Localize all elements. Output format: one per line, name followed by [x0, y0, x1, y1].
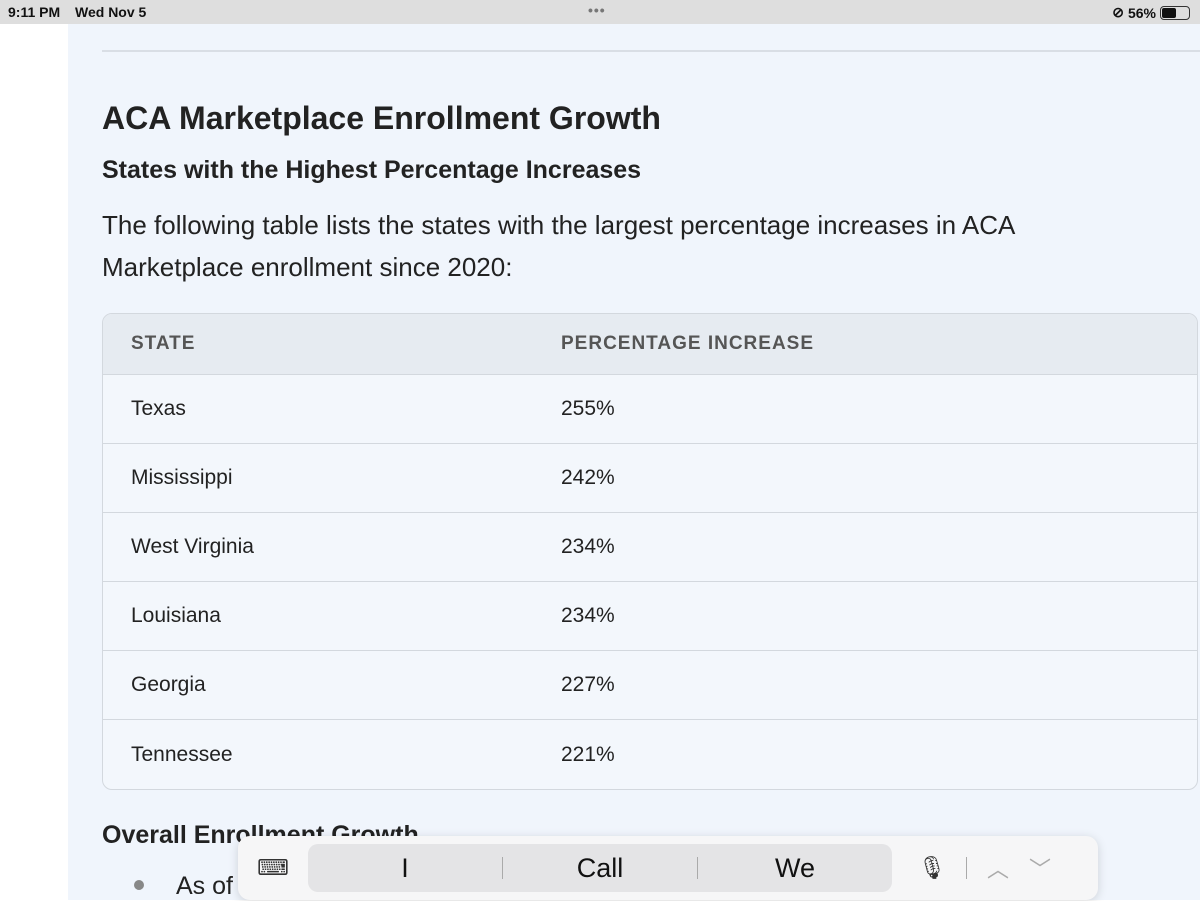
- percent-cell: 255%: [561, 397, 615, 420]
- suggestion-3[interactable]: We: [774, 852, 815, 883]
- intro-paragraph: The following table lists the states wit…: [102, 210, 1014, 282]
- suggestion-1[interactable]: I: [401, 852, 409, 883]
- keyboard-shortcut-bar: ⌨ I Call We 🎙 ︿ ﹀: [238, 836, 1098, 900]
- page-title: ACA Marketplace Enrollment Growth: [102, 100, 661, 136]
- header-percentage: PERCENTAGE INCREASE: [561, 333, 815, 354]
- predictive-suggestions: I Call We: [308, 844, 892, 892]
- chevron-up-icon[interactable]: ︿: [986, 857, 1009, 882]
- state-cell: Mississippi: [131, 466, 233, 489]
- keyboard-icon[interactable]: ⌨: [257, 855, 289, 880]
- percent-cell: 227%: [561, 673, 615, 696]
- state-cell: Tennessee: [131, 742, 233, 766]
- enrollment-table: STATE PERCENTAGE INCREASE Texas 255% Miss…: [102, 313, 1198, 790]
- state-cell: West Virginia: [131, 535, 254, 558]
- bullet-dot-icon: [134, 880, 144, 890]
- table-row: West Virginia 234%: [103, 513, 1197, 582]
- divider: [102, 50, 1200, 52]
- page-subtitle: States with the Highest Percentage Incre…: [102, 156, 642, 184]
- state-cell: Louisiana: [131, 604, 221, 627]
- state-cell: Texas: [131, 397, 186, 420]
- status-time: 9:11 PM: [8, 4, 61, 20]
- status-date: Wed Nov 5: [75, 4, 147, 20]
- table-row: Georgia 227%: [103, 651, 1197, 720]
- page-content: ACA Marketplace Enrollment Growth States…: [68, 24, 1200, 900]
- status-bar: 9:11 PM Wed Nov 5 ••• ⊘ 56%: [0, 0, 1200, 24]
- link-icon: ⊘: [1112, 4, 1124, 20]
- table-row: Tennessee 221%: [103, 720, 1197, 789]
- separator: [502, 857, 503, 879]
- percent-cell: 234%: [561, 535, 615, 558]
- percent-cell: 221%: [561, 742, 615, 766]
- suggestion-2[interactable]: Call: [576, 852, 624, 883]
- bullet-text: As of: [176, 872, 233, 900]
- multitasking-dots-icon[interactable]: •••: [588, 2, 606, 18]
- percent-cell: 234%: [561, 604, 615, 627]
- battery-icon: [1160, 5, 1190, 20]
- state-cell: Georgia: [131, 673, 206, 696]
- table-row: Louisiana 234%: [103, 582, 1197, 651]
- separator: [965, 857, 967, 879]
- table-row: Texas 255%: [103, 375, 1197, 444]
- percent-cell: 242%: [561, 466, 615, 489]
- chevron-down-icon[interactable]: ﹀: [1028, 857, 1051, 882]
- table-header: STATE PERCENTAGE INCREASE: [103, 314, 1197, 375]
- bullet-item: As of: [102, 872, 233, 901]
- battery-percent: 56%: [1127, 4, 1156, 21]
- separator: [697, 857, 698, 879]
- header-state: STATE: [131, 333, 196, 354]
- microphone-icon[interactable]: 🎙: [918, 855, 946, 880]
- table-row: Mississippi 242%: [103, 444, 1197, 513]
